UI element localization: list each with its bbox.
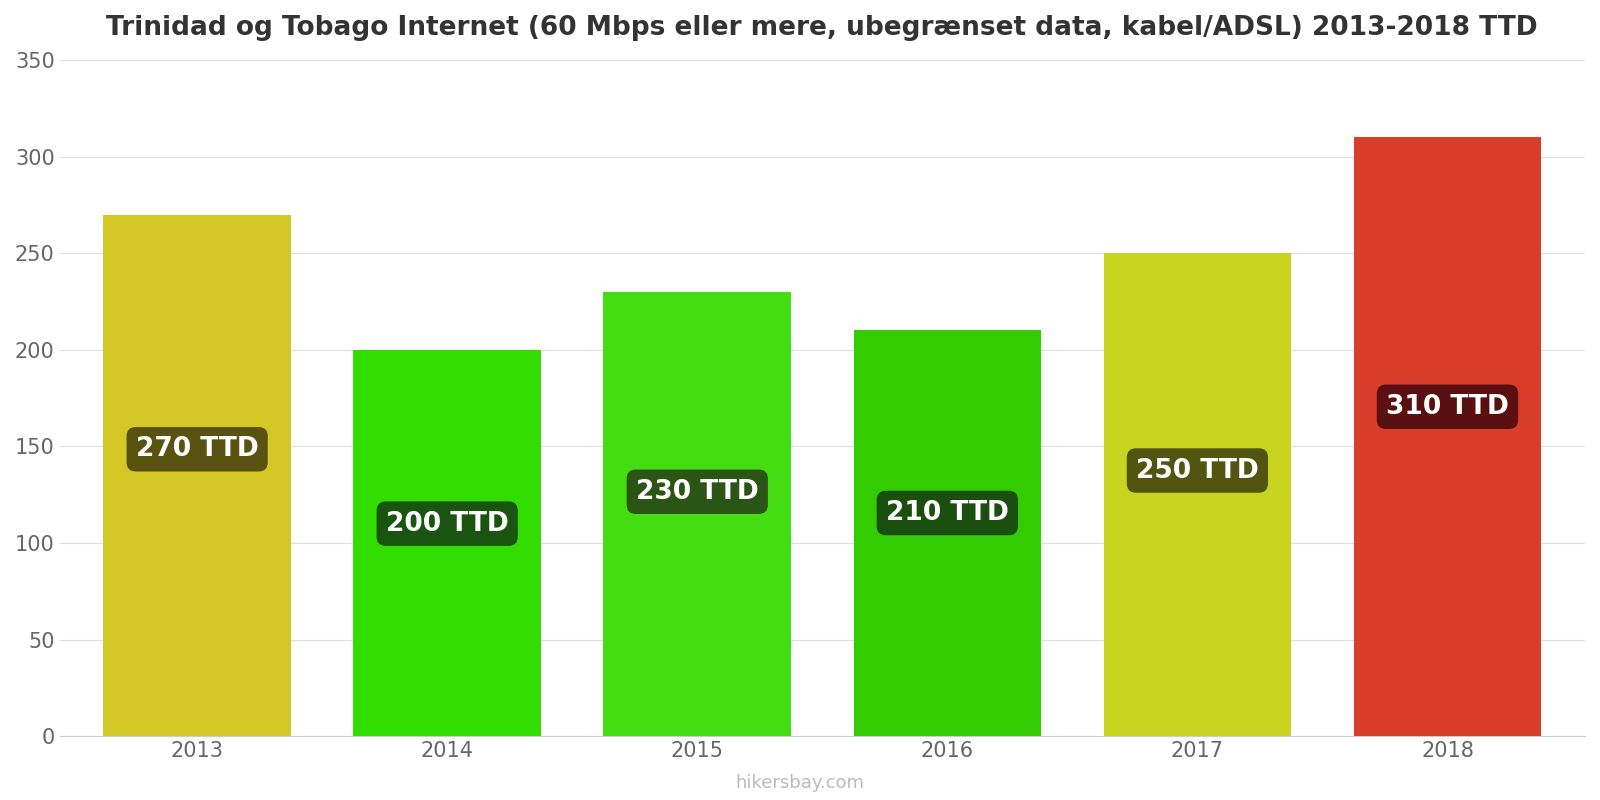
Text: 250 TTD: 250 TTD	[1136, 458, 1259, 483]
Text: 310 TTD: 310 TTD	[1386, 394, 1509, 420]
Text: 210 TTD: 210 TTD	[886, 500, 1008, 526]
Text: 270 TTD: 270 TTD	[136, 436, 259, 462]
Text: hikersbay.com: hikersbay.com	[736, 774, 864, 792]
Text: 230 TTD: 230 TTD	[635, 478, 758, 505]
Bar	[354, 350, 541, 736]
Bar	[1354, 138, 1541, 736]
Text: 200 TTD: 200 TTD	[386, 510, 509, 537]
Bar	[1104, 253, 1291, 736]
Title: Trinidad og Tobago Internet (60 Mbps eller mere, ubegrænset data, kabel/ADSL) 20: Trinidad og Tobago Internet (60 Mbps ell…	[107, 15, 1538, 41]
Bar	[104, 214, 291, 736]
Bar	[603, 292, 790, 736]
Bar	[853, 330, 1042, 736]
